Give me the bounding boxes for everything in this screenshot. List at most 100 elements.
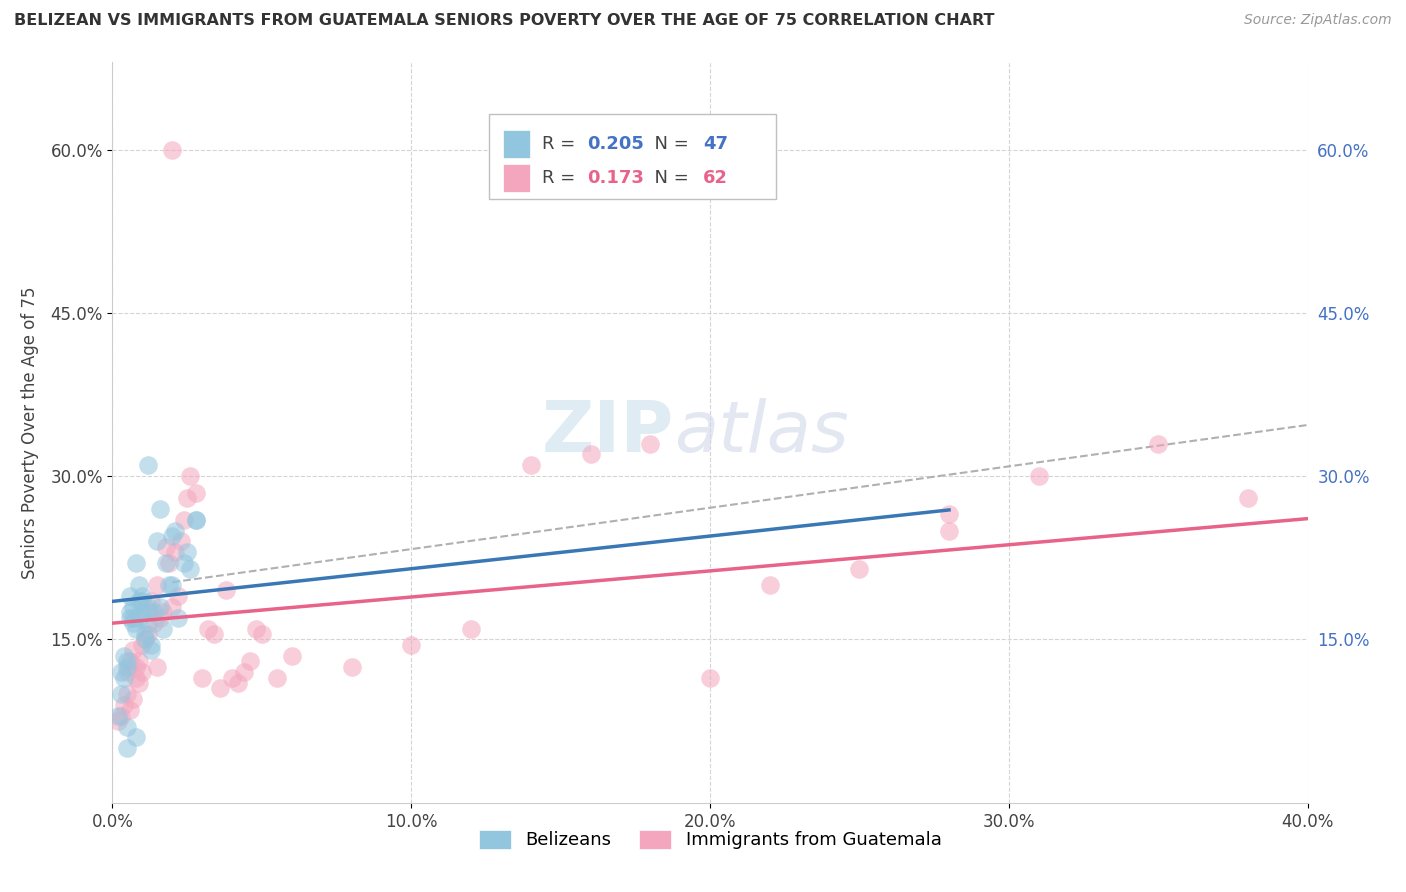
Point (110, 665, 132, 680)
Point (155, 556, 177, 570)
Point (146, 534, 169, 549)
Text: 47: 47 (703, 135, 728, 153)
Point (131, 638, 153, 652)
Point (460, 622, 482, 636)
Point (226, 676, 249, 690)
Point (170, 534, 193, 549)
Point (157, 556, 180, 570)
Point (131, 665, 153, 680)
Point (120, 589, 142, 603)
Point (107, 714, 129, 728)
Point (176, 491, 198, 505)
Point (128, 611, 150, 625)
Point (281, 648, 304, 663)
Point (640, 436, 662, 450)
Point (520, 458, 543, 473)
Point (143, 616, 166, 631)
Point (117, 741, 139, 756)
Text: 0.205: 0.205 (586, 135, 644, 153)
Point (138, 627, 160, 641)
Text: N =: N = (643, 135, 695, 153)
Point (125, 671, 148, 685)
Point (114, 698, 135, 712)
Point (215, 583, 238, 598)
Point (107, 708, 129, 723)
Point (122, 643, 145, 657)
Point (122, 692, 145, 706)
Point (141, 638, 163, 652)
Point (1028, 469, 1050, 483)
Point (120, 605, 142, 619)
Point (165, 545, 187, 559)
Point (141, 594, 163, 608)
Point (138, 616, 160, 631)
Point (186, 485, 208, 500)
Text: ZIP: ZIP (541, 398, 675, 467)
Point (167, 589, 190, 603)
Point (131, 605, 153, 619)
Point (143, 605, 166, 619)
Point (1237, 491, 1260, 505)
Point (125, 556, 148, 570)
Point (138, 458, 160, 473)
Bar (503, 164, 530, 192)
Point (125, 622, 148, 636)
Y-axis label: Seniors Poverty Over the Age of 75: Seniors Poverty Over the Age of 75 (21, 286, 39, 579)
Point (120, 703, 142, 717)
Point (155, 540, 177, 554)
Point (266, 671, 288, 685)
Point (165, 524, 187, 538)
Point (122, 611, 145, 625)
Point (209, 681, 232, 696)
Point (401, 638, 423, 652)
Point (173, 556, 195, 570)
Point (149, 611, 172, 625)
Point (114, 648, 135, 663)
Text: BELIZEAN VS IMMIGRANTS FROM GUATEMALA SENIORS POVERTY OVER THE AGE OF 75 CORRELA: BELIZEAN VS IMMIGRANTS FROM GUATEMALA SE… (14, 13, 994, 29)
Point (134, 632, 156, 647)
Point (134, 627, 156, 641)
Point (202, 627, 225, 641)
Point (120, 611, 142, 625)
Point (110, 708, 132, 723)
Point (149, 599, 172, 614)
Point (157, 578, 180, 592)
Point (176, 545, 198, 559)
Point (239, 654, 262, 668)
Text: atlas: atlas (675, 398, 849, 467)
Point (340, 659, 363, 673)
Point (138, 599, 160, 614)
Point (173, 513, 195, 527)
Point (131, 594, 153, 608)
Point (186, 513, 208, 527)
Point (152, 605, 174, 619)
Text: R =: R = (541, 169, 581, 187)
Point (162, 143, 183, 157)
Point (250, 627, 273, 641)
Point (125, 731, 148, 745)
Legend: Belizeans, Immigrants from Guatemala: Belizeans, Immigrants from Guatemala (471, 823, 949, 856)
Point (221, 671, 243, 685)
Point (122, 599, 145, 614)
Point (162, 529, 183, 543)
Point (191, 671, 214, 685)
Point (197, 622, 219, 636)
Point (233, 665, 256, 680)
Point (146, 578, 169, 592)
Point (128, 594, 150, 608)
Point (117, 659, 139, 673)
Point (141, 643, 163, 657)
Bar (503, 130, 530, 158)
Point (128, 676, 150, 690)
Text: 0.173: 0.173 (586, 169, 644, 187)
Point (186, 513, 208, 527)
Text: R =: R = (541, 135, 581, 153)
Point (122, 616, 145, 631)
Text: Source: ZipAtlas.com: Source: ZipAtlas.com (1244, 13, 1392, 28)
Point (138, 605, 160, 619)
Point (1147, 436, 1170, 450)
Point (134, 632, 156, 647)
Point (125, 659, 148, 673)
Point (179, 562, 201, 576)
Point (114, 671, 135, 685)
